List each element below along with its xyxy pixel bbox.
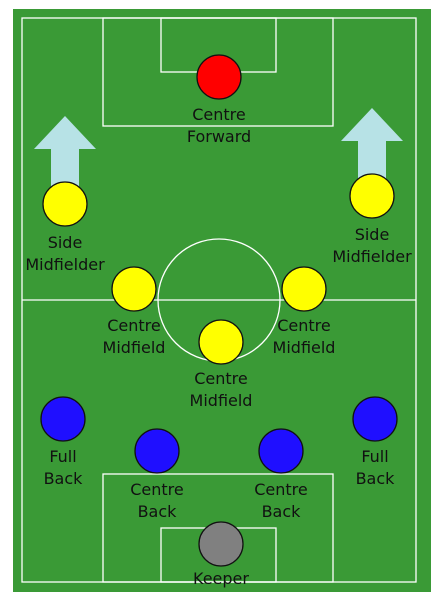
player-marker [349, 173, 395, 219]
players-layer: Centre Forward Side Midfielder Side Midfielde… [25, 54, 412, 588]
player-label-line: Centre [254, 480, 308, 499]
player-marker [198, 521, 244, 567]
player-marker [111, 266, 157, 312]
forward-arrow-icon [34, 116, 96, 204]
player-label-line: Side [355, 225, 390, 244]
player-centre-back-left: Centre Back [130, 428, 184, 521]
player-centre-forward: Centre Forward [187, 54, 251, 146]
player-side-midfielder-right: Side Midfielder [332, 173, 412, 266]
player-label-line: Full [49, 447, 76, 466]
player-label-line: Back [44, 469, 84, 488]
player-marker [196, 54, 242, 100]
player-label-line: Centre [192, 105, 246, 124]
player-label-line: Centre [277, 316, 331, 335]
player-centre-midfield-left: Centre Midfield [103, 266, 166, 357]
player-marker [281, 266, 327, 312]
player-centre-midfield-deep: Centre Midfield [190, 319, 253, 410]
player-label-line: Midfielder [25, 255, 105, 274]
player-label-line: Midfield [190, 391, 253, 410]
forward-arrow-icon [341, 108, 403, 196]
arrows-layer [34, 108, 403, 204]
player-marker [40, 396, 86, 442]
player-label-line: Centre [130, 480, 184, 499]
player-label-line: Keeper [193, 569, 249, 588]
player-marker [198, 319, 244, 365]
player-label-line: Midfield [273, 338, 336, 357]
player-centre-back-right: Centre Back [254, 428, 308, 521]
player-label-line: Back [262, 502, 302, 521]
player-marker [352, 396, 398, 442]
pitch-markings [21, 17, 417, 583]
player-label-line: Centre [194, 369, 248, 388]
player-label-line: Full [361, 447, 388, 466]
player-side-midfielder-left: Side Midfielder [25, 181, 105, 274]
player-centre-midfield-right: Centre Midfield [273, 266, 336, 357]
player-label-line: Midfielder [332, 247, 412, 266]
player-label-line: Side [48, 233, 83, 252]
player-marker [42, 181, 88, 227]
player-full-back-left: Full Back [40, 396, 86, 488]
player-keeper: Keeper [193, 521, 249, 588]
player-marker [258, 428, 304, 474]
player-label-line: Back [138, 502, 178, 521]
player-label-line: Midfield [103, 338, 166, 357]
player-label-line: Forward [187, 127, 251, 146]
player-label-line: Back [356, 469, 396, 488]
player-marker [134, 428, 180, 474]
player-full-back-right: Full Back [352, 396, 398, 488]
player-label-line: Centre [107, 316, 161, 335]
